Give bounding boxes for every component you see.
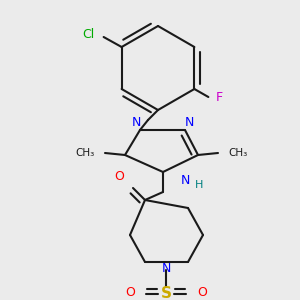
Text: N: N [180,173,190,187]
Text: N: N [184,116,194,128]
Text: Cl: Cl [82,28,95,41]
Text: O: O [114,169,124,182]
Text: N: N [161,262,171,275]
Text: F: F [216,91,223,103]
Text: CH₃: CH₃ [75,148,94,158]
Text: O: O [125,286,135,298]
Text: H: H [195,180,203,190]
Text: N: N [131,116,141,128]
Text: CH₃: CH₃ [228,148,248,158]
Text: S: S [160,286,172,300]
Text: O: O [197,286,207,298]
